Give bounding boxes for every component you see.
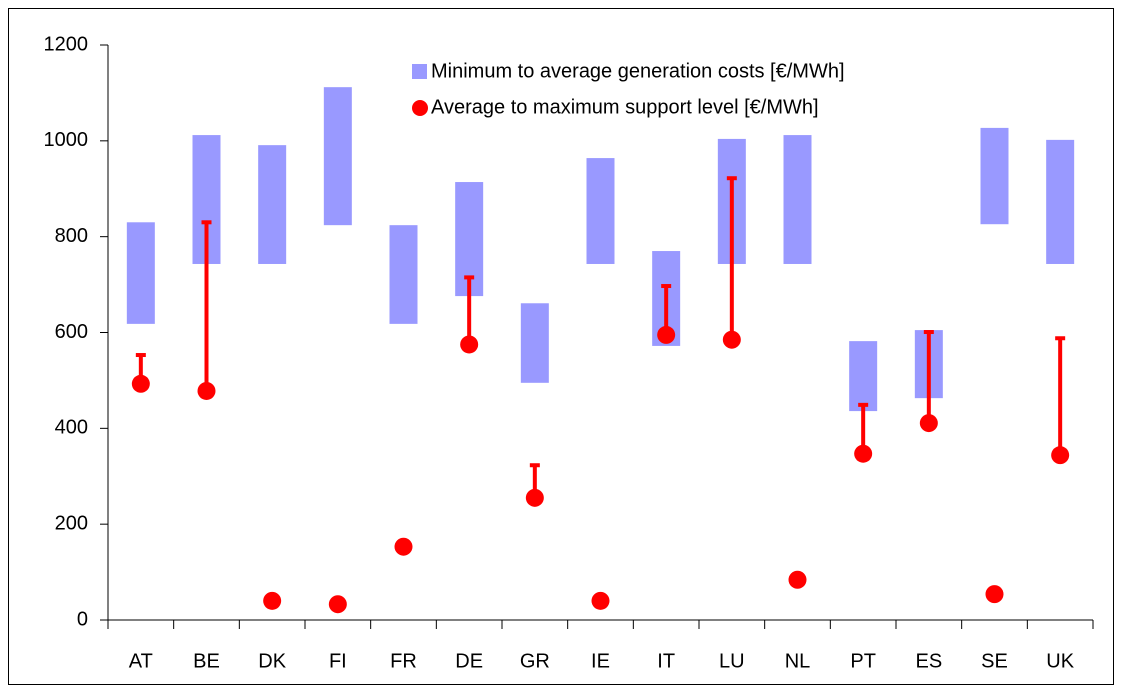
dot (131, 374, 150, 393)
dot (985, 585, 1004, 604)
range-bar (520, 303, 549, 383)
error-bar (1055, 336, 1066, 456)
dot (1051, 446, 1070, 465)
error-bar (201, 220, 212, 391)
error-bar (923, 330, 934, 424)
dot (854, 444, 873, 463)
x-tick-label: NL (785, 650, 811, 672)
y-tick-label: 0 (77, 608, 88, 630)
x-tick-label: AT (129, 650, 153, 672)
dot (525, 488, 544, 507)
dot (788, 570, 807, 589)
dot (591, 591, 610, 610)
range-bar (783, 135, 812, 264)
x-tick-label: FR (390, 650, 417, 672)
x-tick-label: DK (258, 650, 286, 672)
range-bar (258, 145, 287, 264)
range-bar (586, 158, 615, 264)
legend-label: Average to maximum support level [€/MWh] (431, 96, 819, 118)
dot (394, 537, 413, 556)
range-bar (849, 341, 878, 412)
range-bar (1046, 139, 1075, 264)
x-tick-label: IE (591, 650, 610, 672)
legend-swatch (412, 100, 428, 116)
x-tick-label: SE (981, 650, 1008, 672)
range-bar (980, 127, 1009, 225)
range-bar (126, 222, 155, 324)
x-tick-label: ES (915, 650, 942, 672)
dot (919, 414, 938, 433)
x-tick-label: UK (1046, 650, 1074, 672)
x-tick-label: PT (850, 650, 876, 672)
y-tick-label: 600 (55, 321, 88, 343)
x-tick-label: LU (719, 650, 745, 672)
range-bar (389, 225, 418, 324)
x-tick-label: GR (520, 650, 550, 672)
x-tick-label: DE (455, 650, 483, 672)
legend-label: Minimum to average generation costs [€/M… (431, 60, 845, 82)
y-tick-label: 800 (55, 225, 88, 247)
dot (328, 595, 347, 614)
y-tick-label: 1000 (44, 129, 89, 151)
y-tick-label: 200 (55, 512, 88, 534)
dot (460, 335, 479, 354)
error-bar (464, 275, 475, 345)
x-tick-label: FI (329, 650, 347, 672)
y-tick-label: 400 (55, 417, 88, 439)
x-tick-label: IT (657, 650, 675, 672)
range-bar (323, 87, 352, 226)
legend-swatch (412, 64, 427, 79)
dot (263, 591, 282, 610)
x-tick-label: BE (193, 650, 220, 672)
y-tick-label: 1200 (44, 33, 89, 55)
error-bar (726, 176, 737, 340)
dot (722, 330, 741, 349)
dot (657, 325, 676, 344)
dot (197, 381, 216, 400)
